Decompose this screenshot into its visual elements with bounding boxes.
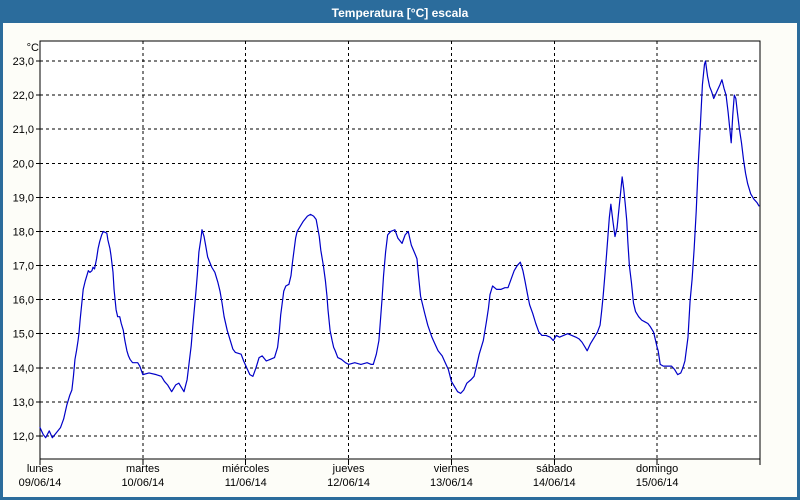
x-day-label: domingo (636, 463, 678, 475)
x-date-label: 10/06/14 (121, 477, 164, 489)
x-day-label: viernes (434, 463, 470, 475)
chart-client-area: 23,0 22,0 21,0 20,0 19,0 18,0 17,0 16,0 15,0 14,0… (3, 23, 797, 497)
y-tick-label: 14,0 (13, 363, 34, 375)
y-tick-label: 23,0 (13, 56, 34, 68)
y-tick-label: 18,0 (13, 226, 34, 238)
y-tick-label: 13,0 (13, 397, 34, 409)
y-tick-label: 17,0 (13, 261, 34, 273)
y-tick-label: 16,0 (13, 295, 34, 307)
x-date-label: 12/06/14 (327, 477, 370, 489)
y-tick-label: 20,0 (13, 158, 34, 170)
y-tick-label: 21,0 (13, 124, 34, 136)
plot-area-border (39, 40, 761, 460)
temperature-line-chart: 23,0 22,0 21,0 20,0 19,0 18,0 17,0 16,0 15,0 14,0… (13, 40, 761, 489)
x-day-label: sábado (536, 463, 572, 475)
x-day-label: jueves (332, 463, 365, 475)
y-tick-label: 22,0 (13, 90, 34, 102)
temperature-series-line (39, 60, 760, 439)
y-tick-label: 12,0 (13, 431, 34, 443)
x-date-label: 15/06/14 (636, 477, 679, 489)
x-day-label: lunes (27, 463, 54, 475)
window-titlebar: Temperatura [°C] escala (3, 3, 797, 23)
y-axis-unit-label: °C (27, 42, 39, 54)
x-date-label: 11/06/14 (225, 477, 267, 489)
y-tick-label: 15,0 (13, 329, 34, 341)
x-day-label: miércoles (222, 463, 270, 475)
y-tick-label: 19,0 (13, 192, 34, 204)
window-title: Temperatura [°C] escala (331, 6, 469, 20)
x-date-label: 09/06/14 (19, 477, 62, 489)
x-day-label: martes (126, 463, 160, 475)
x-date-label: 14/06/14 (533, 477, 576, 489)
x-date-label: 13/06/14 (430, 477, 473, 489)
